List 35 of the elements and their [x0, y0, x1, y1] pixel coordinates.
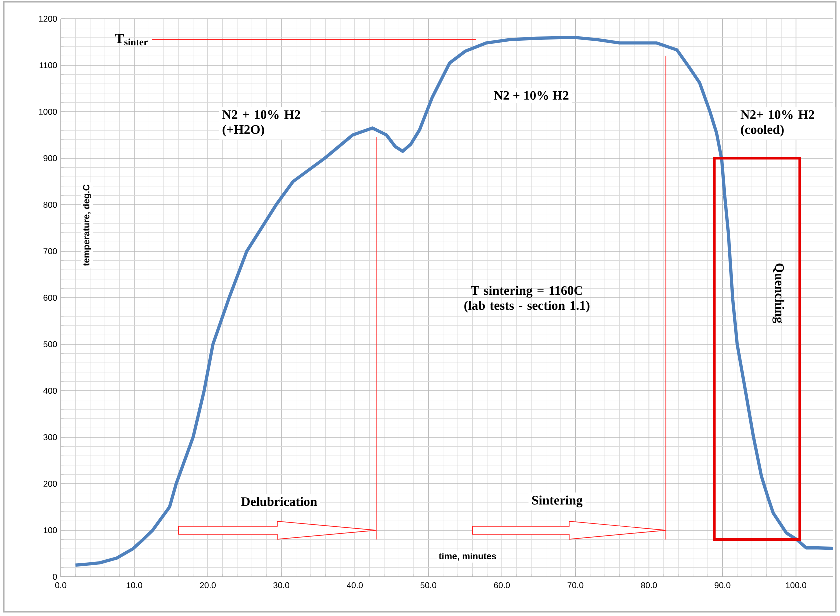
y-tick-label: 200	[44, 480, 58, 487]
y-tick-label: 700	[44, 248, 58, 254]
annotation: Quenching	[772, 264, 785, 324]
y-tick-label: 0	[53, 574, 58, 580]
y-tick-label: 500	[44, 341, 58, 348]
y-tick-label: 800	[44, 202, 58, 208]
x-tick-label: 70.0	[568, 582, 584, 588]
annotation: Sintering	[532, 496, 583, 508]
annotation: N2+ 10% H2 (cooled)	[740, 110, 814, 137]
x-tick-label: 50.0	[420, 582, 437, 588]
y-tick-label: 1100	[40, 62, 58, 68]
y-tick-label: 100	[44, 527, 58, 534]
annotation: N2 + 10% H2	[494, 91, 569, 100]
series-label: T$_{sinter}$	[115, 34, 148, 46]
x-tick-label: 30.0	[274, 582, 290, 588]
y-tick-label: 300	[44, 434, 58, 440]
annotation: T sintering = 1160C (lab tests - section 1.1)	[464, 286, 590, 313]
y-tick-label: 400	[44, 388, 58, 394]
annotation: N2 + 10% H2 (+H2O)	[222, 110, 300, 137]
x-tick-label: 100.0	[786, 582, 807, 588]
x-tick-label: 60.0	[494, 582, 510, 588]
annotation: Delubrication	[241, 497, 318, 506]
y-tick-label: 600	[44, 294, 58, 301]
x-tick-label: 90.0	[714, 582, 731, 588]
y-tick-label: 900	[44, 155, 58, 162]
x-tick-label: 80.0	[641, 582, 658, 588]
line-series	[74, 36, 835, 567]
y-axis-title: temperature, deg.C	[83, 184, 92, 266]
x-axis-title: time, minutes	[439, 552, 496, 561]
x-tick-label: 0.0	[55, 582, 67, 588]
x-tick-label: 40.0	[347, 582, 364, 588]
y-tick-label: 1000	[39, 108, 58, 115]
x-tick-label: 20.0	[200, 582, 216, 588]
y-tick-label: 1200	[39, 16, 58, 22]
x-tick-label: 10.0	[126, 582, 142, 588]
